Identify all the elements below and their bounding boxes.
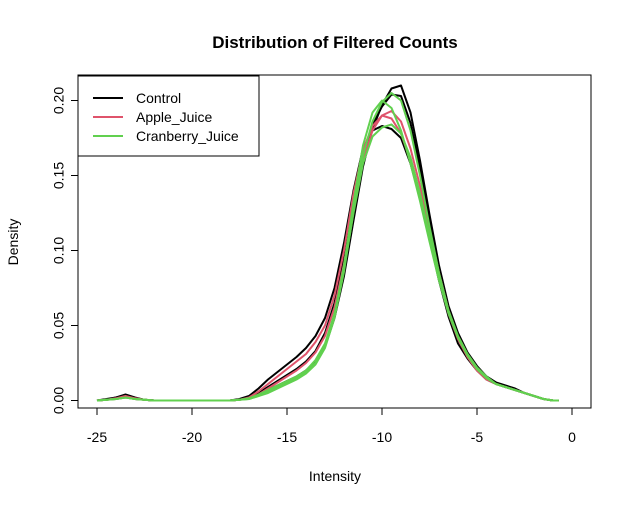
x-tick-label: -5 bbox=[471, 429, 484, 445]
density-curves bbox=[96, 84, 559, 402]
legend: Control Apple_Juice Cranberry_Juice bbox=[77, 75, 260, 157]
y-tick-label: 0.15 bbox=[51, 162, 67, 189]
x-tick-label: -15 bbox=[277, 429, 297, 445]
x-axis-label: Intensity bbox=[309, 468, 361, 484]
y-axis-label: Density bbox=[5, 219, 21, 266]
series-line-apple-juice-4 bbox=[96, 114, 559, 402]
x-tick-label: -10 bbox=[372, 429, 392, 445]
legend-label: Apple_Juice bbox=[136, 109, 212, 125]
x-tick-label: 0 bbox=[568, 429, 576, 445]
legend-label: Cranberry_Juice bbox=[136, 128, 239, 144]
y-tick-label: 0.10 bbox=[51, 237, 67, 264]
series-line-cranberry-juice-8 bbox=[96, 123, 559, 402]
y-axis: 0.00 0.05 0.10 0.15 0.20 bbox=[51, 87, 79, 414]
x-tick-label: -25 bbox=[87, 429, 107, 445]
y-tick-label: 0.05 bbox=[51, 312, 67, 339]
x-tick-label: -20 bbox=[182, 429, 202, 445]
series-line-control-1 bbox=[96, 125, 559, 402]
legend-label: Control bbox=[136, 90, 181, 106]
y-tick-label: 0.00 bbox=[51, 387, 67, 414]
y-tick-label: 0.20 bbox=[51, 87, 67, 114]
chart-title: Distribution of Filtered Counts bbox=[212, 33, 458, 52]
x-axis: -25 -20 -15 -10 -5 0 bbox=[87, 407, 576, 445]
